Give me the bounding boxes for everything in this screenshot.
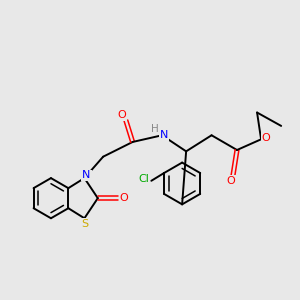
Text: O: O — [226, 176, 235, 186]
Text: O: O — [262, 133, 270, 143]
Text: S: S — [81, 219, 88, 229]
Text: Cl: Cl — [138, 174, 149, 184]
Text: N: N — [82, 170, 91, 180]
Text: H: H — [151, 124, 158, 134]
Text: O: O — [119, 193, 128, 203]
Text: N: N — [160, 130, 168, 140]
Text: O: O — [118, 110, 126, 120]
